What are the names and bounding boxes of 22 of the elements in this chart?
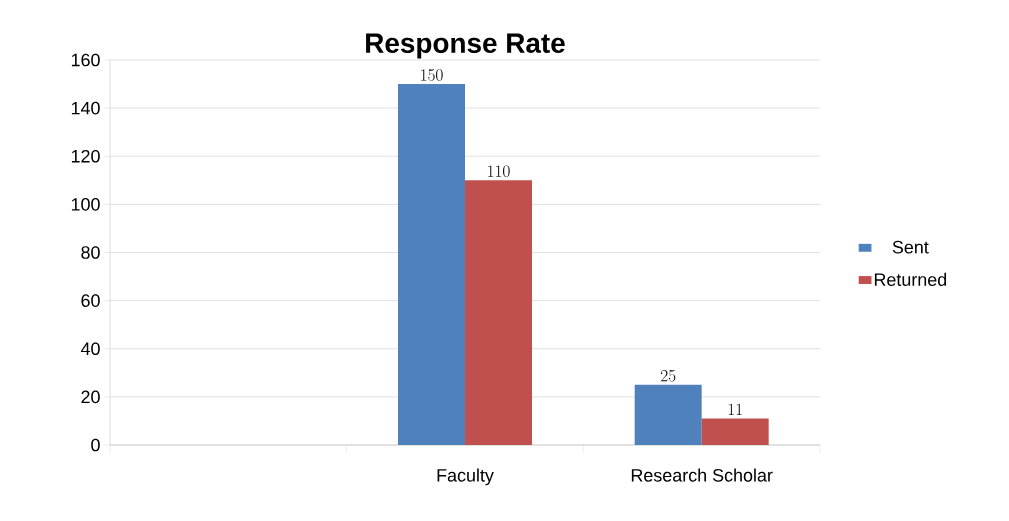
y-tick-label: 120 [71,149,100,163]
y-tick-label: 140 [71,101,100,115]
y-tick-label: 40 [80,342,100,356]
chart-title: Response Rate [366,33,565,59]
legend-label: Sent [892,240,929,254]
x-tick-label: Research Scholar [631,468,773,482]
y-tick-label: 100 [71,198,100,211]
bar [398,84,465,445]
y-tick-label: 80 [81,246,100,259]
bar [701,418,769,445]
data-label: 25 [660,369,676,382]
y-tick-label: 60 [81,294,100,307]
legend-label: Returned [874,272,947,286]
y-tick-label: 0 [91,438,100,452]
x-tick-label: Faculty [437,468,494,486]
data-label: 11 [728,403,742,416]
y-tick-label: 20 [81,390,100,404]
data-label: 110 [488,165,510,178]
y-tick-label: 160 [71,53,100,67]
bar [465,180,532,445]
bar [634,384,702,445]
data-label: 150 [421,69,443,81]
